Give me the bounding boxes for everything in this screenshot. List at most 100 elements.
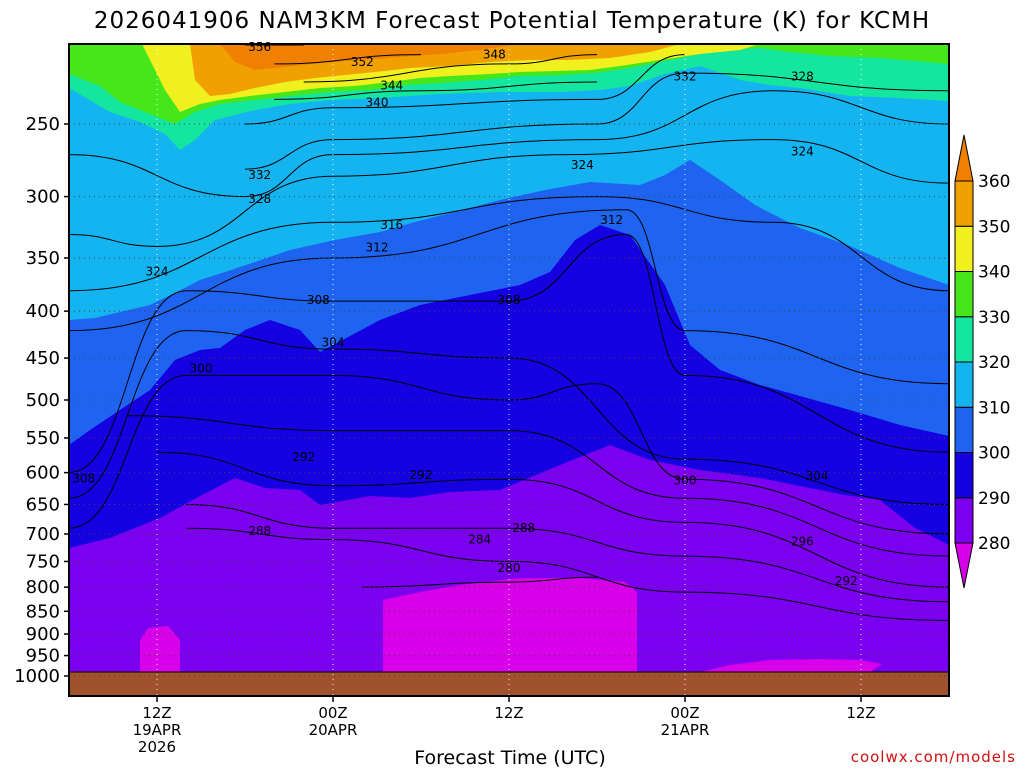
colorbar-segment-290 (954, 452, 974, 499)
contour-label-288: 288 (512, 521, 535, 535)
fill-below-280-a (140, 626, 180, 672)
contour-label-344: 344 (380, 79, 403, 93)
colorbar-segment-350 (954, 180, 974, 227)
contour-label-300: 300 (674, 473, 697, 487)
x-tick-label: 19APR (133, 721, 182, 739)
contour-label-304: 304 (322, 336, 345, 350)
y-tick-label: 450 (26, 348, 60, 369)
colorbar-segment-above-360 (954, 134, 974, 182)
colorbar-tick-label: 350 (978, 217, 1010, 237)
colorbar-tick-label: 340 (978, 263, 1010, 283)
contour-label-324: 324 (791, 145, 814, 159)
colorbar-segment-330 (954, 271, 974, 318)
contour-label-284: 284 (468, 533, 491, 547)
y-axis: 2503003504004505005506006507007508008509… (14, 114, 69, 687)
colorbar-segment-300 (954, 406, 974, 453)
contour-label-332: 332 (248, 168, 271, 182)
isentrope-332 (244, 72, 949, 170)
gridlines (69, 44, 949, 696)
y-tick-label: 750 (26, 551, 60, 572)
colorbar-tick-label: 280 (978, 534, 1010, 554)
colorbar-segment-below-280 (954, 542, 974, 589)
contour-label-292: 292 (835, 574, 858, 588)
colorbar-segment-280 (954, 497, 974, 544)
x-tick-label: 21APR (661, 721, 710, 739)
contour-label-300: 300 (190, 362, 213, 376)
isentrope-280 (362, 576, 598, 588)
y-tick-label: 650 (26, 494, 60, 515)
contour-label-328: 328 (248, 192, 271, 206)
x-tick-label: 12Z (494, 704, 523, 722)
contour-label-308: 308 (72, 472, 95, 486)
colorbar-tick-label: 360 (978, 172, 1010, 192)
isentrope-284 (186, 527, 949, 621)
contour-label-324: 324 (571, 158, 594, 172)
contour-label-280: 280 (498, 561, 521, 575)
y-tick-label: 350 (26, 248, 60, 269)
x-tick-label: 12Z (846, 704, 875, 722)
y-tick-label: 500 (26, 390, 60, 411)
isentrope-340 (244, 54, 686, 125)
isentrope-328 (69, 90, 949, 198)
contour-label-288: 288 (248, 524, 271, 538)
y-tick-label: 800 (26, 577, 60, 598)
isentrope-lines (69, 44, 949, 621)
colorbar-segment-340 (954, 225, 974, 272)
isentrope-352 (274, 54, 422, 65)
y-tick-label: 400 (26, 301, 60, 322)
isentrope-308 (69, 233, 949, 474)
filled-contours (69, 44, 949, 696)
x-tick-label: 12Z (142, 704, 171, 722)
chart-title: 2026041906 NAM3KM Forecast Potential Tem… (94, 8, 930, 34)
contour-label-356: 356 (248, 40, 271, 54)
isentrope-344 (274, 81, 598, 100)
contour-label-324: 324 (146, 264, 169, 278)
isentrope-288 (186, 504, 949, 603)
y-tick-label: 550 (26, 428, 60, 449)
colorbar-tick-label: 320 (978, 353, 1010, 373)
isentrope-296 (127, 415, 949, 557)
y-tick-label: 250 (26, 114, 60, 135)
colorbar-tick-label: 290 (978, 489, 1010, 509)
contour-label-296: 296 (791, 534, 814, 548)
fill-310-320 (69, 44, 949, 320)
y-tick-label: 600 (26, 463, 60, 484)
contour-label-312: 312 (366, 241, 389, 255)
colorbar-tick-label: 310 (978, 398, 1010, 418)
y-tick-label: 950 (26, 646, 60, 667)
x-axis-label: Forecast Time (UTC) (414, 747, 605, 768)
x-tick-label: 20APR (309, 721, 358, 739)
contour-label-348: 348 (483, 48, 506, 62)
contour-label-332: 332 (674, 70, 697, 84)
y-tick-label: 850 (26, 601, 60, 622)
colorbar-segment-320 (954, 316, 974, 363)
y-tick-label: 700 (26, 524, 60, 545)
contour-label-316: 316 (380, 218, 403, 232)
isentrope-316 (69, 196, 949, 292)
isentrope-312 (69, 209, 949, 385)
contour-label-352: 352 (351, 55, 374, 69)
contour-label-292: 292 (292, 450, 315, 464)
fill-below-280-c (700, 659, 882, 672)
colorbar: 280 290 300 310 320 330 340 350 360 (954, 134, 1010, 589)
colorbar-tick-label: 330 (978, 308, 1010, 328)
colorbar-segment-310 (954, 361, 974, 408)
isentrope-292 (156, 451, 949, 588)
contour-label-292: 292 (410, 468, 433, 482)
x-tick-label: 00Z (318, 704, 347, 722)
isentrope-324 (69, 139, 949, 247)
x-tick-label: 2026 (138, 738, 176, 756)
contour-label-304: 304 (806, 469, 829, 483)
fill-below-280-b (383, 578, 637, 672)
y-tick-label: 1000 (14, 666, 60, 687)
y-tick-label: 900 (26, 624, 60, 645)
contour-label-340: 340 (366, 96, 389, 110)
credit-link[interactable]: coolwx.com/models (851, 748, 1016, 766)
contour-label-312: 312 (600, 213, 623, 227)
isentrope-304 (69, 330, 949, 505)
contour-label-328: 328 (791, 70, 814, 84)
y-tick-label: 300 (26, 187, 60, 208)
contour-label-308: 308 (498, 293, 521, 307)
